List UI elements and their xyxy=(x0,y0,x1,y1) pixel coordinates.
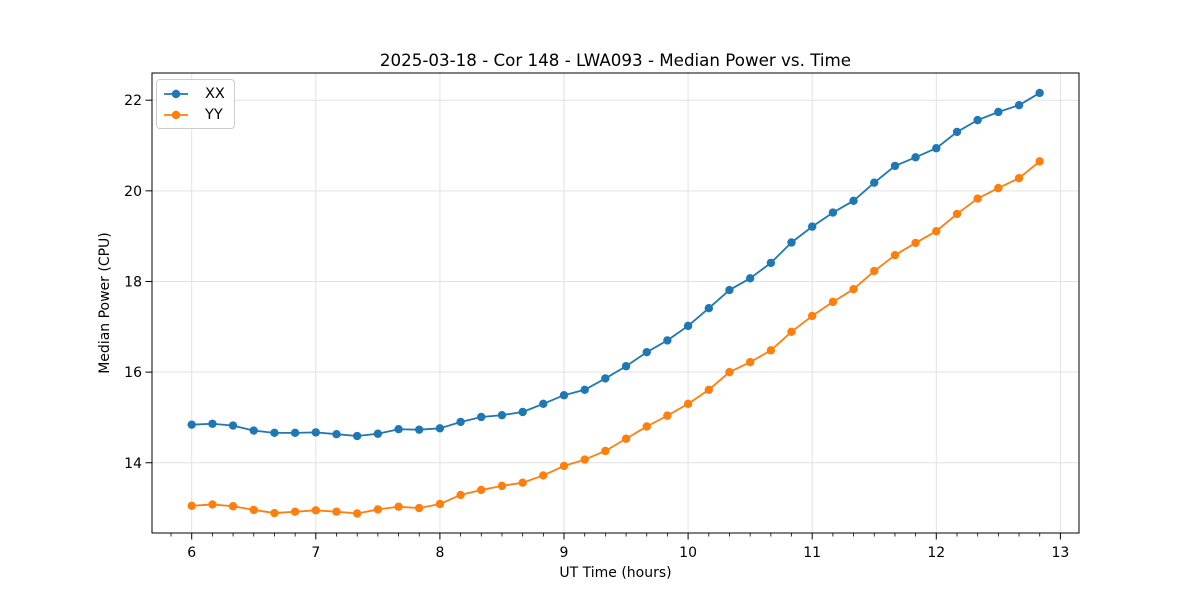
y-axis-label: Median Power (CPU) xyxy=(97,232,113,374)
svg-text:6: 6 xyxy=(187,545,196,561)
legend: XX YY xyxy=(156,79,235,129)
legend-label-yy: YY xyxy=(205,106,223,123)
svg-text:16: 16 xyxy=(124,365,142,381)
svg-text:14: 14 xyxy=(124,456,142,472)
svg-text:7: 7 xyxy=(311,545,320,561)
svg-text:11: 11 xyxy=(803,545,821,561)
svg-text:22: 22 xyxy=(124,93,142,109)
svg-text:18: 18 xyxy=(124,274,142,290)
legend-label-xx: XX xyxy=(205,85,225,102)
chart-title: 2025-03-18 - Cor 148 - LWA093 - Median P… xyxy=(379,50,852,70)
legend-line-marker-xx-icon xyxy=(164,89,188,98)
legend-item-xx: XX xyxy=(163,83,225,104)
svg-text:9: 9 xyxy=(560,545,569,561)
svg-text:12: 12 xyxy=(927,545,945,561)
svg-text:10: 10 xyxy=(679,545,697,561)
legend-item-yy: YY xyxy=(163,104,225,125)
svg-text:13: 13 xyxy=(1051,545,1069,561)
svg-text:20: 20 xyxy=(124,184,142,200)
x-axis-label: UT Time (hours) xyxy=(559,565,672,581)
svg-text:8: 8 xyxy=(435,545,444,561)
legend-line-marker-yy-icon xyxy=(164,110,188,119)
